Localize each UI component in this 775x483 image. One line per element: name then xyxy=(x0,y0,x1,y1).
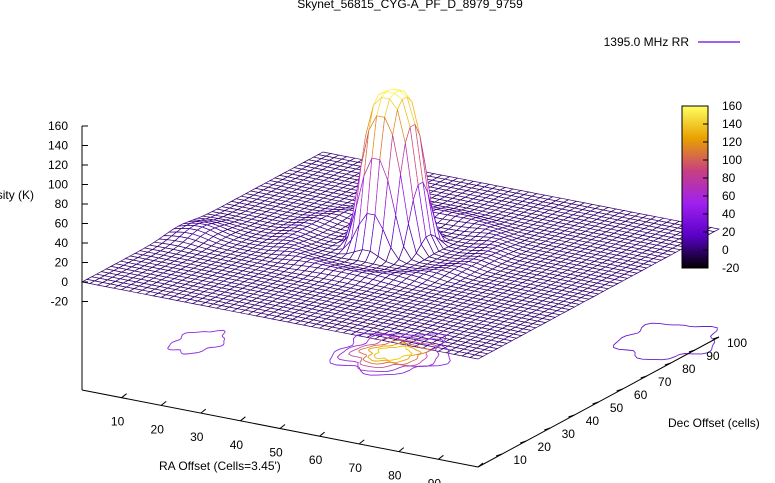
y-tick xyxy=(688,349,696,353)
y-tick xyxy=(495,453,503,457)
x-axis-label: RA Offset (Cells=3.45') xyxy=(159,459,281,473)
contour-line xyxy=(336,334,445,373)
x-tick xyxy=(358,439,365,445)
x-tick xyxy=(160,401,167,406)
x-tick-label: 70 xyxy=(349,461,363,475)
z-tick-label: 120 xyxy=(48,158,68,172)
y-tick-label: 70 xyxy=(658,375,672,389)
colorbar-tick-label: 100 xyxy=(722,153,742,167)
contour-line xyxy=(374,345,413,361)
y-tick xyxy=(616,388,623,392)
legend-label: 1395.0 MHz RR xyxy=(604,35,690,49)
x-tick-label: 90 xyxy=(428,476,442,483)
y-tick xyxy=(664,362,671,366)
z-tick-label: 20 xyxy=(55,256,69,270)
y-tick-label: 50 xyxy=(610,401,624,415)
x-tick-label: 10 xyxy=(111,415,125,429)
colorbar-tick-label: 140 xyxy=(722,117,742,131)
surface-cell xyxy=(469,354,484,360)
chart-title: Skynet_56815_CYG-A_PF_D_8979_9759 xyxy=(297,0,523,11)
x-tick-label: 50 xyxy=(269,446,283,460)
base-contours xyxy=(167,322,718,376)
x-tick-label: 80 xyxy=(388,469,402,483)
colorbar-tick-label: 0 xyxy=(722,243,729,257)
z-axis-label: Intensity (K) xyxy=(0,188,34,202)
y-tick-label: 10 xyxy=(513,453,527,467)
x-tick-label: 20 xyxy=(151,422,165,436)
y-tick-label: 80 xyxy=(682,362,696,376)
colorbar-gradient xyxy=(681,105,709,269)
x-tick xyxy=(279,424,286,429)
x-tick-label: 60 xyxy=(309,453,323,467)
legend: 1395.0 MHz RR xyxy=(604,35,740,49)
surface-mesh xyxy=(80,88,721,360)
z-tick-label: 160 xyxy=(48,119,68,133)
colorbar: -20 0 20 40 60 80 100 120 140 160 xyxy=(681,99,742,275)
z-tick-label: 40 xyxy=(55,236,69,250)
z-tick-label: 60 xyxy=(55,217,69,231)
y-tick-label: 20 xyxy=(538,440,552,454)
colorbar-tick-label: 80 xyxy=(722,171,736,185)
contour-line xyxy=(613,322,718,361)
y-tick xyxy=(592,401,599,405)
axes: 10 20 30 40 50 60 70 80 90 100 10 20 30 40 50 60 70 80 90 1… xyxy=(48,119,747,483)
x-tick xyxy=(477,462,484,468)
x-tick xyxy=(319,431,325,437)
z-tick-label: 100 xyxy=(48,178,68,192)
y-tick-label: 60 xyxy=(634,388,648,402)
colorbar-tick-label: 60 xyxy=(722,189,736,203)
colorbar-tick-label: 40 xyxy=(722,207,736,221)
colorbar-tick-label: 160 xyxy=(722,99,742,113)
contour-line xyxy=(167,329,226,355)
z-tick-label: 140 xyxy=(48,139,68,153)
y-tick-label: 90 xyxy=(706,349,720,363)
x-tick xyxy=(438,454,444,460)
contour-line xyxy=(329,333,451,376)
x-tick xyxy=(121,393,127,399)
z-tick-label: 80 xyxy=(55,197,69,211)
colorbar-tick-label: 20 xyxy=(722,225,736,239)
x-tick-label: 30 xyxy=(190,430,204,444)
contour-line xyxy=(348,336,438,369)
y-tick xyxy=(712,336,720,340)
x-tick xyxy=(240,416,246,422)
y-axis-label: Dec Offset (cells) xyxy=(668,416,760,430)
x-tick-label: 40 xyxy=(230,438,244,452)
y-tick xyxy=(544,427,551,431)
y-tick-label: 30 xyxy=(562,427,576,441)
x-tick xyxy=(200,408,207,414)
y-tick xyxy=(640,375,647,379)
y-tick xyxy=(568,414,575,418)
y-tick-label: 40 xyxy=(586,414,600,428)
x-tick xyxy=(398,447,405,452)
colorbar-tick-label: 120 xyxy=(722,135,742,149)
z-tick-label: -20 xyxy=(51,295,69,309)
y-tick xyxy=(520,440,527,444)
colorbar-tick-label: -20 xyxy=(722,261,740,275)
contour-line xyxy=(367,342,422,364)
y-tick-label: 100 xyxy=(727,336,747,350)
z-tick-label: 0 xyxy=(61,275,68,289)
